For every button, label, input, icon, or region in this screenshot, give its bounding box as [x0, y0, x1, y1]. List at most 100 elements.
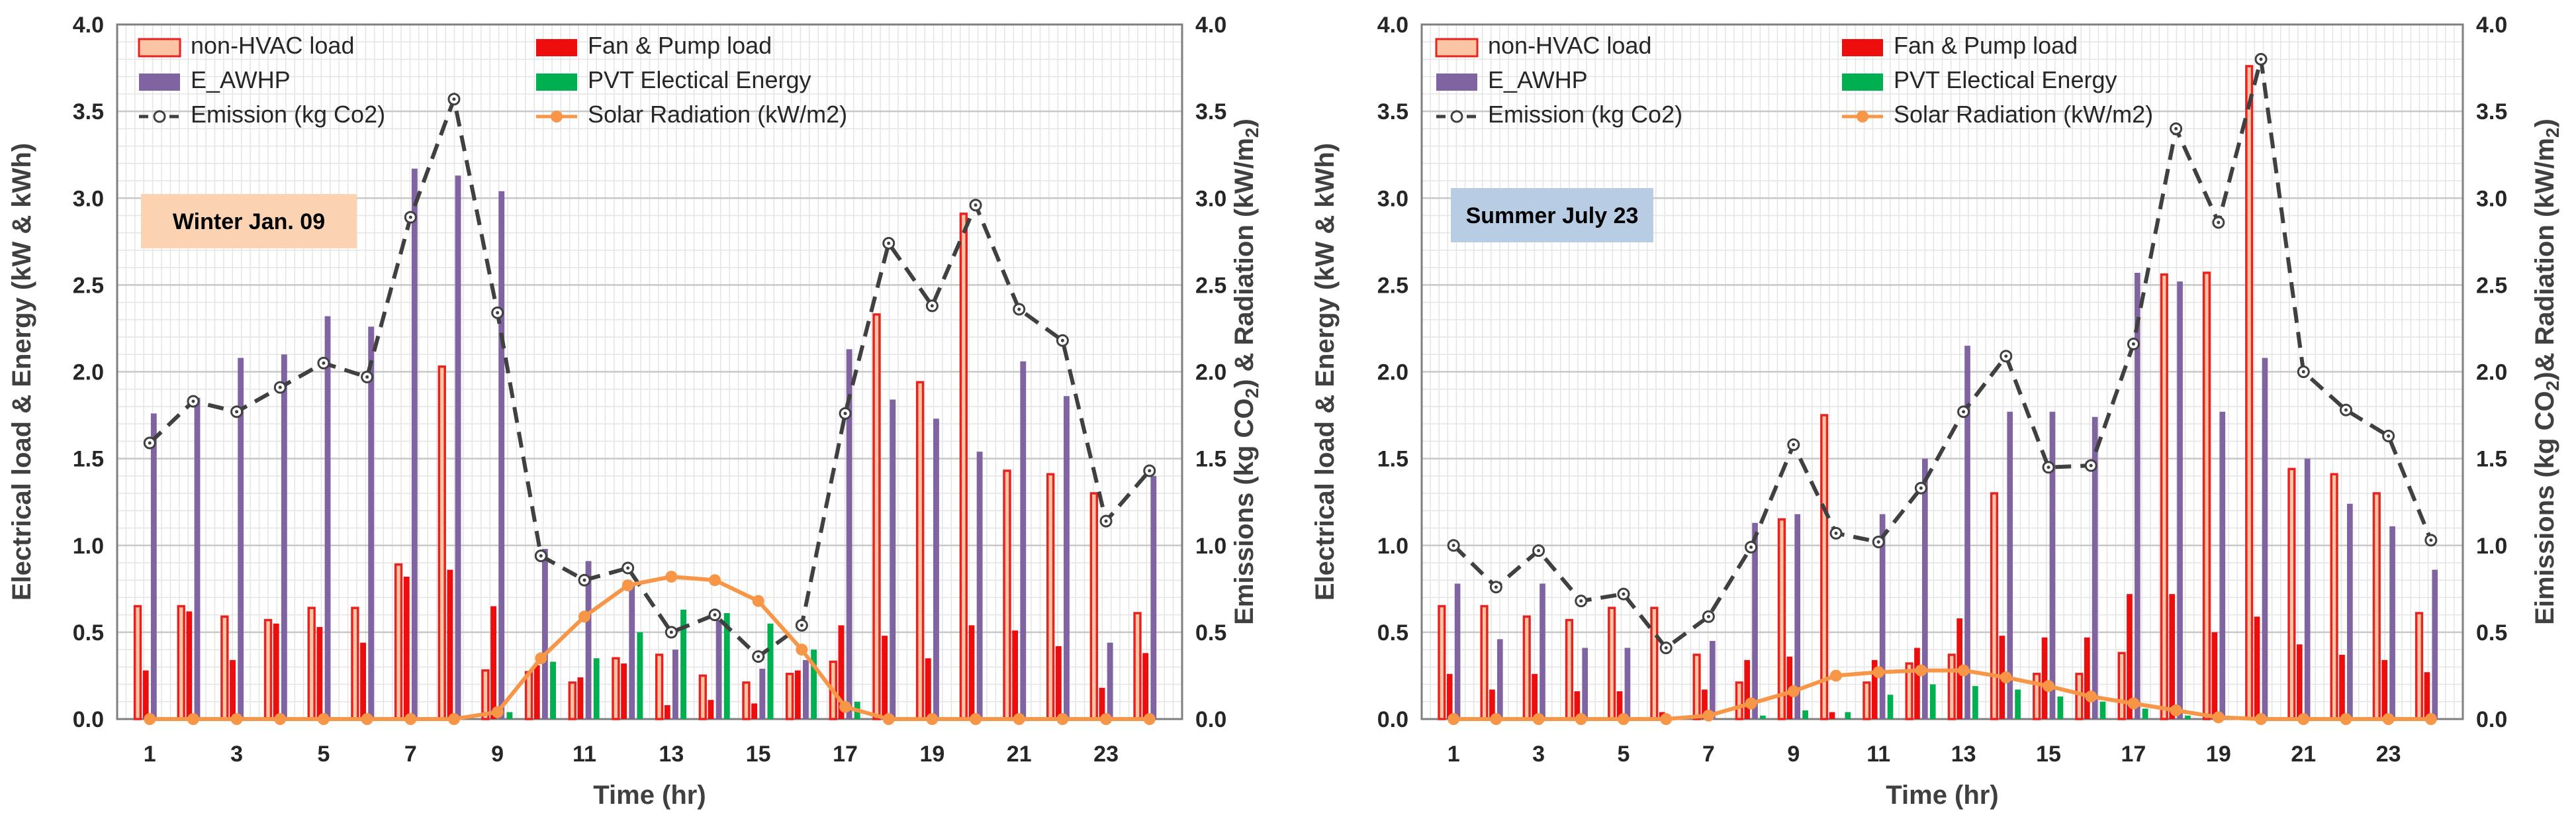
- x-tick-label: 3: [230, 742, 243, 767]
- bar-non-hvac: [220, 615, 229, 720]
- y2-axis-label: Emissions (kg CO2) & Radiation (kW/m2): [1230, 119, 1262, 625]
- bar-fan-pump: [2339, 654, 2345, 719]
- bar-non-hvac: [2202, 271, 2211, 720]
- legend-swatch: [139, 73, 180, 91]
- bar-fan-pump: [1055, 646, 1062, 719]
- legend-label: PVT Electical Energy: [1894, 66, 2117, 93]
- bar-fan-pump: [751, 703, 758, 719]
- y2-tick-label: 3.5: [2476, 99, 2507, 124]
- solar-point: [839, 701, 852, 713]
- bar-e-awhp: [2219, 411, 2226, 719]
- emission-point-dot: [930, 304, 934, 308]
- solar-point: [2127, 697, 2140, 710]
- bar-non-hvac: [1650, 607, 1659, 720]
- chart-title: Winter Jan. 09: [173, 209, 325, 234]
- emission-point-dot: [2217, 220, 2221, 224]
- chart-panel-1: 0.0 0.0 0.5 0.5 1.0 1.0 1.5 1.5 2.0 2.0 2.5 2.5 3.0 3…: [7, 13, 1262, 810]
- solar-point: [1872, 666, 1885, 679]
- bar-pvt: [593, 658, 600, 719]
- bar-fan-pump: [1829, 712, 1835, 719]
- y2-tick-label: 4.0: [2476, 13, 2507, 38]
- bar-e-awhp: [455, 175, 461, 720]
- bar-fan-pump: [1871, 659, 1878, 719]
- bar-pvt: [550, 661, 556, 719]
- bar-fan-pump: [230, 659, 236, 719]
- bar-e-awhp: [1540, 583, 1545, 719]
- bar-pvt: [1972, 686, 1978, 719]
- bar-e-awhp: [1496, 639, 1503, 719]
- solar-point: [1490, 713, 1502, 725]
- bar-e-awhp: [1794, 514, 1801, 719]
- bar-non-hvac: [307, 607, 316, 720]
- bar-e-awhp: [1922, 458, 1928, 719]
- bar-non-hvac: [568, 681, 576, 720]
- bar-non-hvac: [785, 673, 794, 720]
- solar-point: [535, 652, 547, 665]
- bar-non-hvac: [133, 605, 142, 720]
- solar-point: [2340, 713, 2352, 725]
- bar-fan-pump: [360, 642, 366, 719]
- emission-point-dot: [1919, 486, 1923, 490]
- bar-fan-pump: [968, 625, 975, 719]
- bar-e-awhp: [1879, 514, 1886, 719]
- y-tick-label: 0.0: [73, 707, 104, 732]
- y2-axis-label-part: )& Radiation (kW/m: [2530, 138, 2559, 381]
- bar-non-hvac: [655, 654, 664, 720]
- bar-pvt: [811, 650, 817, 719]
- bar-fan-pump: [708, 700, 714, 719]
- legend-swatch: [1435, 38, 1479, 58]
- solar-point: [404, 713, 417, 725]
- bar-fan-pump: [2041, 637, 2048, 719]
- legend-label: Emission (kg Co2): [1488, 101, 1682, 128]
- legend-marker: [153, 110, 166, 123]
- bar-non-hvac: [524, 671, 533, 720]
- bar-e-awhp: [2049, 411, 2056, 719]
- x-tick-label: 13: [1951, 742, 1976, 767]
- bar-non-hvac: [1820, 414, 1829, 720]
- emission-point-dot: [1664, 646, 1668, 650]
- bar-e-awhp: [1064, 396, 1070, 719]
- x-tick-label: 23: [2376, 742, 2401, 767]
- bar-non-hvac: [2245, 65, 2254, 720]
- solar-point: [1575, 713, 1587, 725]
- emission-point-dot: [2387, 434, 2391, 438]
- bar-fan-pump: [2254, 616, 2260, 719]
- emission-point-dot: [1834, 531, 1838, 535]
- plot-border: [1420, 23, 2464, 720]
- bar-fan-pump: [1532, 673, 1538, 719]
- chart-title-box: [141, 194, 357, 248]
- solar-point: [578, 610, 590, 623]
- bar-e-awhp: [1624, 648, 1631, 719]
- y-tick-label: 4.0: [1377, 13, 1408, 38]
- legend-label: Emission (kg Co2): [191, 101, 385, 128]
- legend-label: Fan & Pump load: [1894, 32, 2078, 59]
- y-tick-label: 2.5: [1377, 273, 1408, 298]
- y2-tick-label: 4.0: [1195, 13, 1226, 38]
- emission-point-dot: [1060, 338, 1064, 342]
- emission-point-dot: [1962, 410, 1966, 414]
- solar-point: [230, 713, 243, 725]
- y2-axis-label-part: ) & Radiation (kW/m: [1230, 138, 1259, 388]
- emission-point-dot: [2131, 342, 2135, 346]
- bar-e-awhp: [585, 561, 592, 719]
- bar-fan-pump: [273, 623, 279, 719]
- bar-fan-pump: [403, 576, 410, 719]
- emission-point-dot: [148, 441, 152, 445]
- solar-point: [970, 713, 982, 725]
- bar-e-awhp: [2432, 569, 2438, 719]
- legend-swatch: [1436, 73, 1477, 91]
- bar-non-hvac: [2372, 492, 2381, 720]
- bar-pvt: [1845, 712, 1851, 719]
- y-tick-label: 1.5: [1377, 447, 1408, 472]
- emission-line: [1452, 58, 2433, 651]
- bar-non-hvac: [1608, 607, 1616, 720]
- y2-axis-label-part: 2: [1242, 388, 1262, 399]
- bar-non-hvac: [1046, 473, 1055, 720]
- plot-border: [116, 23, 1183, 720]
- x-tick-label: 7: [404, 742, 417, 767]
- emission-point-dot: [539, 554, 543, 558]
- x-tick-label: 1: [1448, 742, 1460, 767]
- y-tick-label: 2.0: [73, 360, 104, 385]
- x-tick-label: 11: [1866, 742, 1890, 767]
